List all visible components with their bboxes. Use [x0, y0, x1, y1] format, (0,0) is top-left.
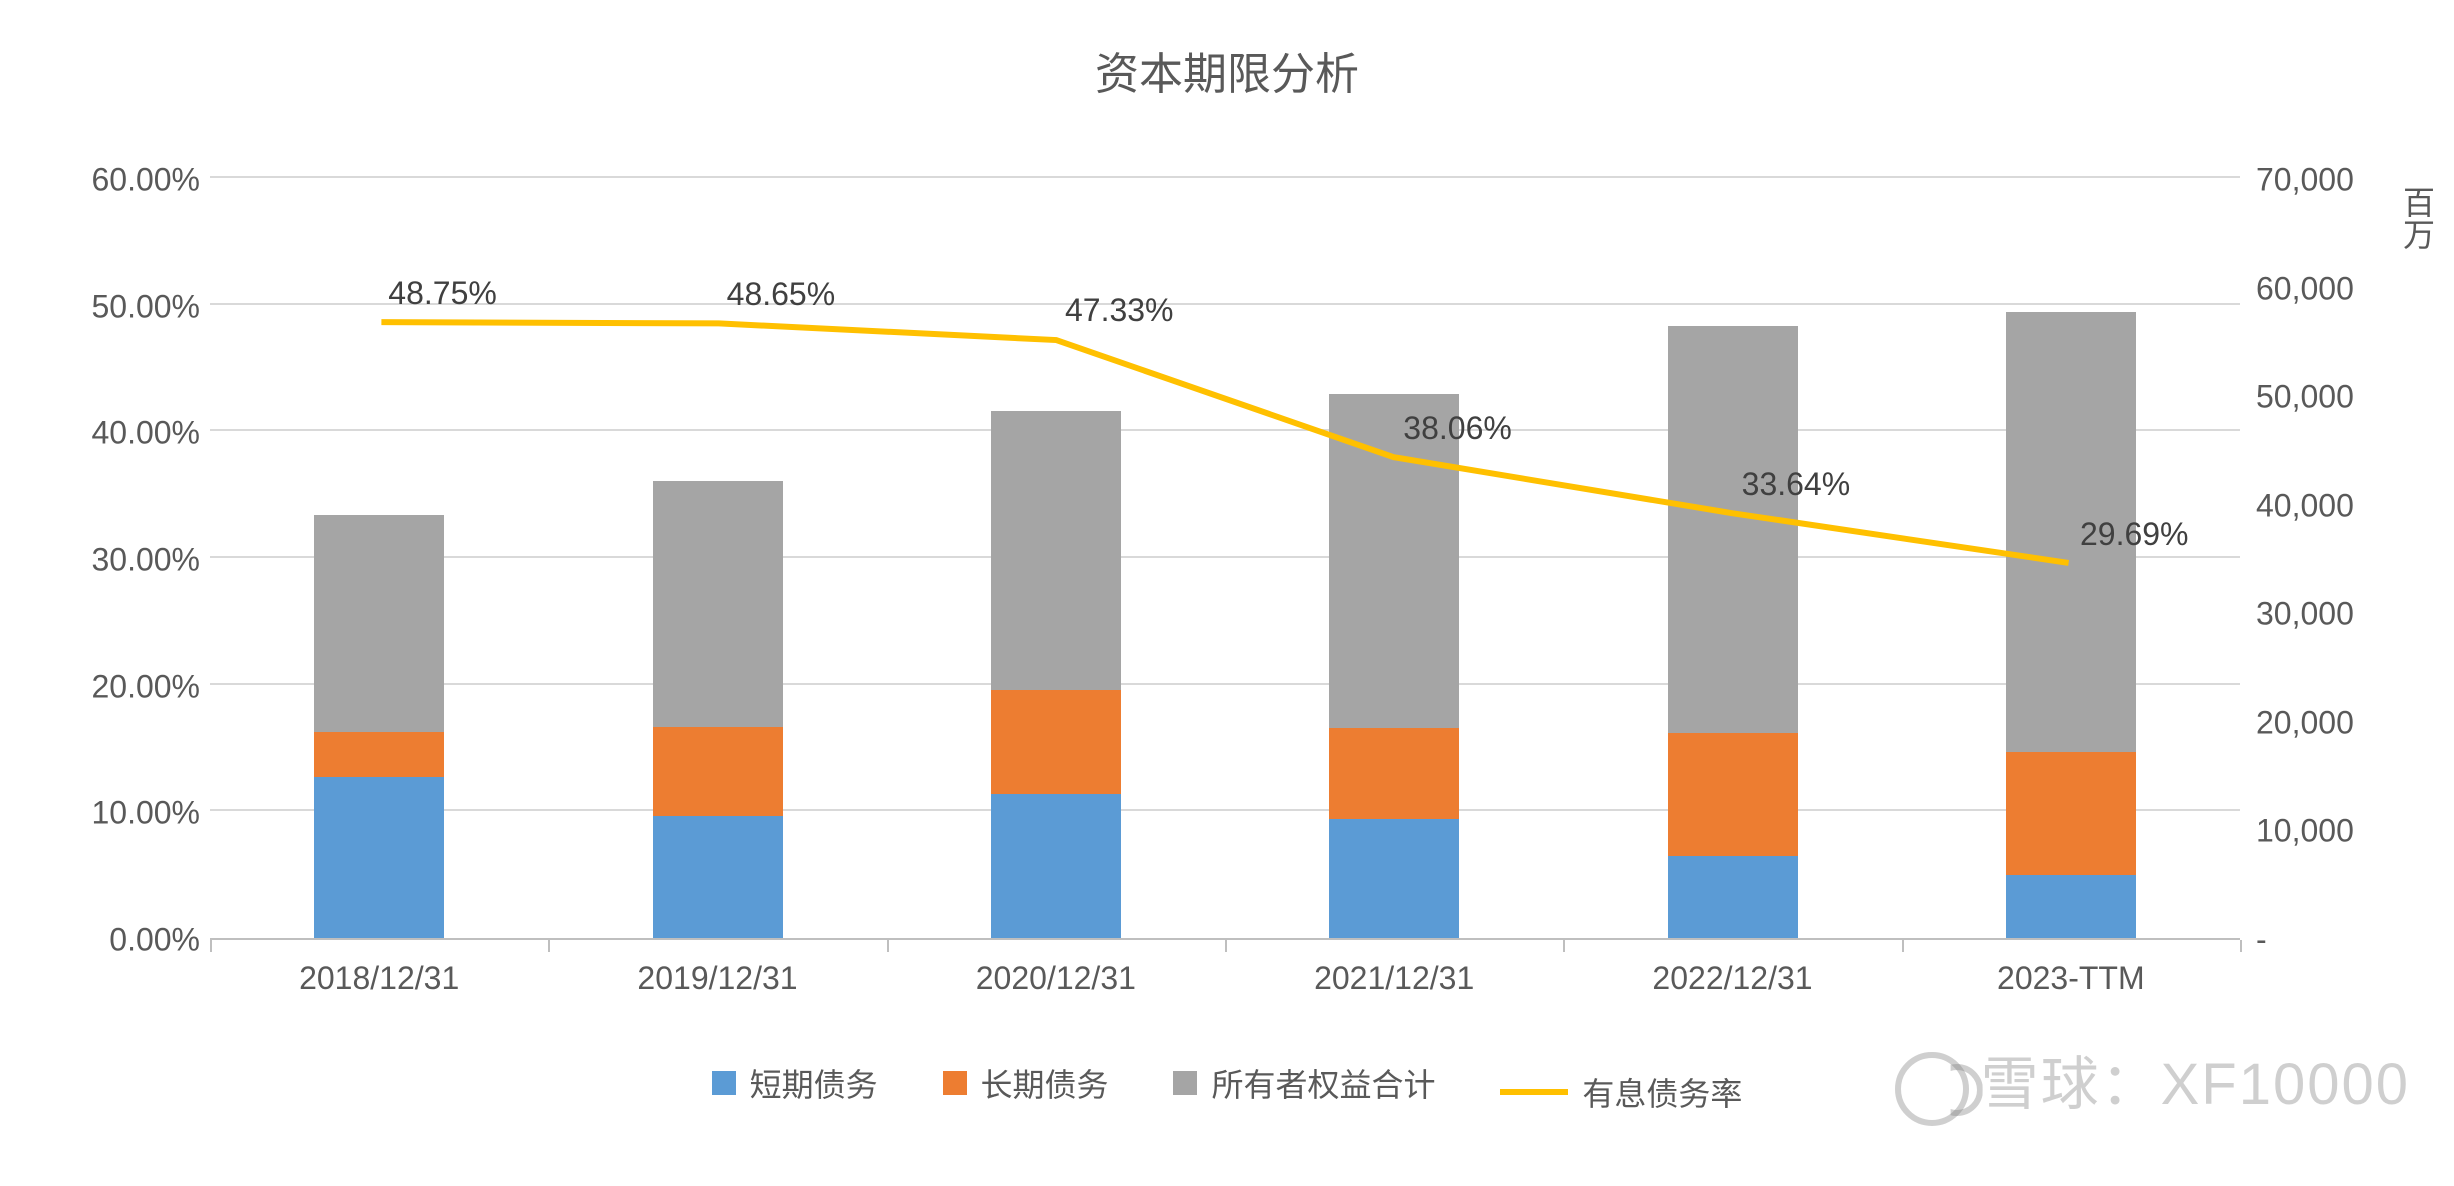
y-left-tick-label: 30.00%	[91, 542, 200, 579]
bar-segment	[314, 777, 444, 938]
line-point-label: 29.69%	[2080, 516, 2189, 553]
bar-segment	[1329, 728, 1459, 818]
y-left-tick-label: 10.00%	[91, 795, 200, 832]
plot-area: 48.75% 48.65% 47.33% 38.06% 33.64% 29.69%	[210, 180, 2240, 940]
line-point-label: 38.06%	[1403, 410, 1512, 447]
bar-segment	[2006, 752, 2136, 875]
x-axis-label: 2020/12/31	[976, 960, 1136, 997]
gridline	[210, 429, 2240, 431]
x-axis-label: 2023-TTM	[1997, 960, 2145, 997]
x-tick	[1902, 940, 1904, 952]
y-left-tick-label: 20.00%	[91, 668, 200, 705]
gridline	[210, 303, 2240, 305]
bar-segment	[2006, 875, 2136, 938]
y-left-tick-label: 50.00%	[91, 288, 200, 325]
legend-line-swatch	[1500, 1089, 1568, 1095]
bar-segment	[653, 481, 783, 727]
legend-label: 长期债务	[981, 1060, 1109, 1106]
y-right-tick-label: 10,000	[2256, 813, 2354, 850]
capital-term-analysis-chart: 资本期限分析 0.00% 10.00% 20.00% 30.00% 40.00% 50.0…	[0, 0, 2454, 1186]
legend-label: 短期债务	[750, 1060, 878, 1106]
x-tick	[887, 940, 889, 952]
watermark-text: 雪球：XF10000	[1981, 1052, 2410, 1117]
y-right-tick-label: 70,000	[2256, 162, 2354, 199]
line-point-label: 48.65%	[727, 276, 836, 313]
gridline	[210, 683, 2240, 685]
bar-segment	[1329, 819, 1459, 938]
legend-item-owners-equity: 所有者权益合计	[1173, 1060, 1435, 1106]
y-right-tick-label: 20,000	[2256, 704, 2354, 741]
x-tick	[2240, 940, 2242, 952]
debt-ratio-line	[381, 322, 2068, 563]
line-point-label: 48.75%	[388, 274, 497, 311]
line-point-label: 33.64%	[1742, 466, 1851, 503]
legend-swatch	[712, 1071, 736, 1095]
chart-title: 资本期限分析	[0, 38, 2454, 102]
x-tick	[210, 940, 212, 952]
watermark: 雪球：XF10000	[1895, 1037, 2410, 1126]
x-axis-label: 2019/12/31	[637, 960, 797, 997]
bar-segment	[314, 732, 444, 778]
legend-item-debt-ratio: 有息债务率	[1500, 1069, 1742, 1115]
x-tick	[1225, 940, 1227, 952]
bar-segment	[653, 816, 783, 938]
x-axis-label: 2021/12/31	[1314, 960, 1474, 997]
bar-segment	[1668, 733, 1798, 856]
gridline	[210, 176, 2240, 178]
bar-segment	[1668, 856, 1798, 939]
bar-segment	[314, 515, 444, 732]
bar-segment	[991, 690, 1121, 793]
legend-swatch	[1173, 1071, 1197, 1095]
line-point-label: 47.33%	[1065, 292, 1174, 329]
y-right-tick-label: 60,000	[2256, 270, 2354, 307]
xueqiu-icon	[1895, 1052, 1969, 1126]
legend-label: 有息债务率	[1582, 1069, 1742, 1115]
y-right-axis-title: 百万	[2394, 186, 2440, 250]
bar-segment	[653, 727, 783, 816]
gridline	[210, 556, 2240, 558]
bar-segment	[991, 411, 1121, 690]
legend-swatch	[943, 1071, 967, 1095]
y-right-tick-label: 30,000	[2256, 596, 2354, 633]
y-left-tick-label: 40.00%	[91, 415, 200, 452]
x-tick	[548, 940, 550, 952]
y-right-tick-label: 50,000	[2256, 379, 2354, 416]
y-right-tick-label: 40,000	[2256, 487, 2354, 524]
legend-item-short-term-debt: 短期债务	[712, 1060, 878, 1106]
gridline	[210, 809, 2240, 811]
x-axis-label: 2022/12/31	[1652, 960, 1812, 997]
y-left-tick-label: 60.00%	[91, 162, 200, 199]
y-left-tick-label: 0.00%	[109, 922, 200, 959]
bar-segment	[1668, 326, 1798, 733]
line-series-overlay	[210, 180, 2240, 938]
y-right-tick-label: -	[2256, 922, 2267, 959]
x-axis-label: 2018/12/31	[299, 960, 459, 997]
bar-segment	[991, 794, 1121, 938]
legend-item-long-term-debt: 长期债务	[943, 1060, 1109, 1106]
legend-label: 所有者权益合计	[1211, 1060, 1435, 1106]
x-tick	[1563, 940, 1565, 952]
